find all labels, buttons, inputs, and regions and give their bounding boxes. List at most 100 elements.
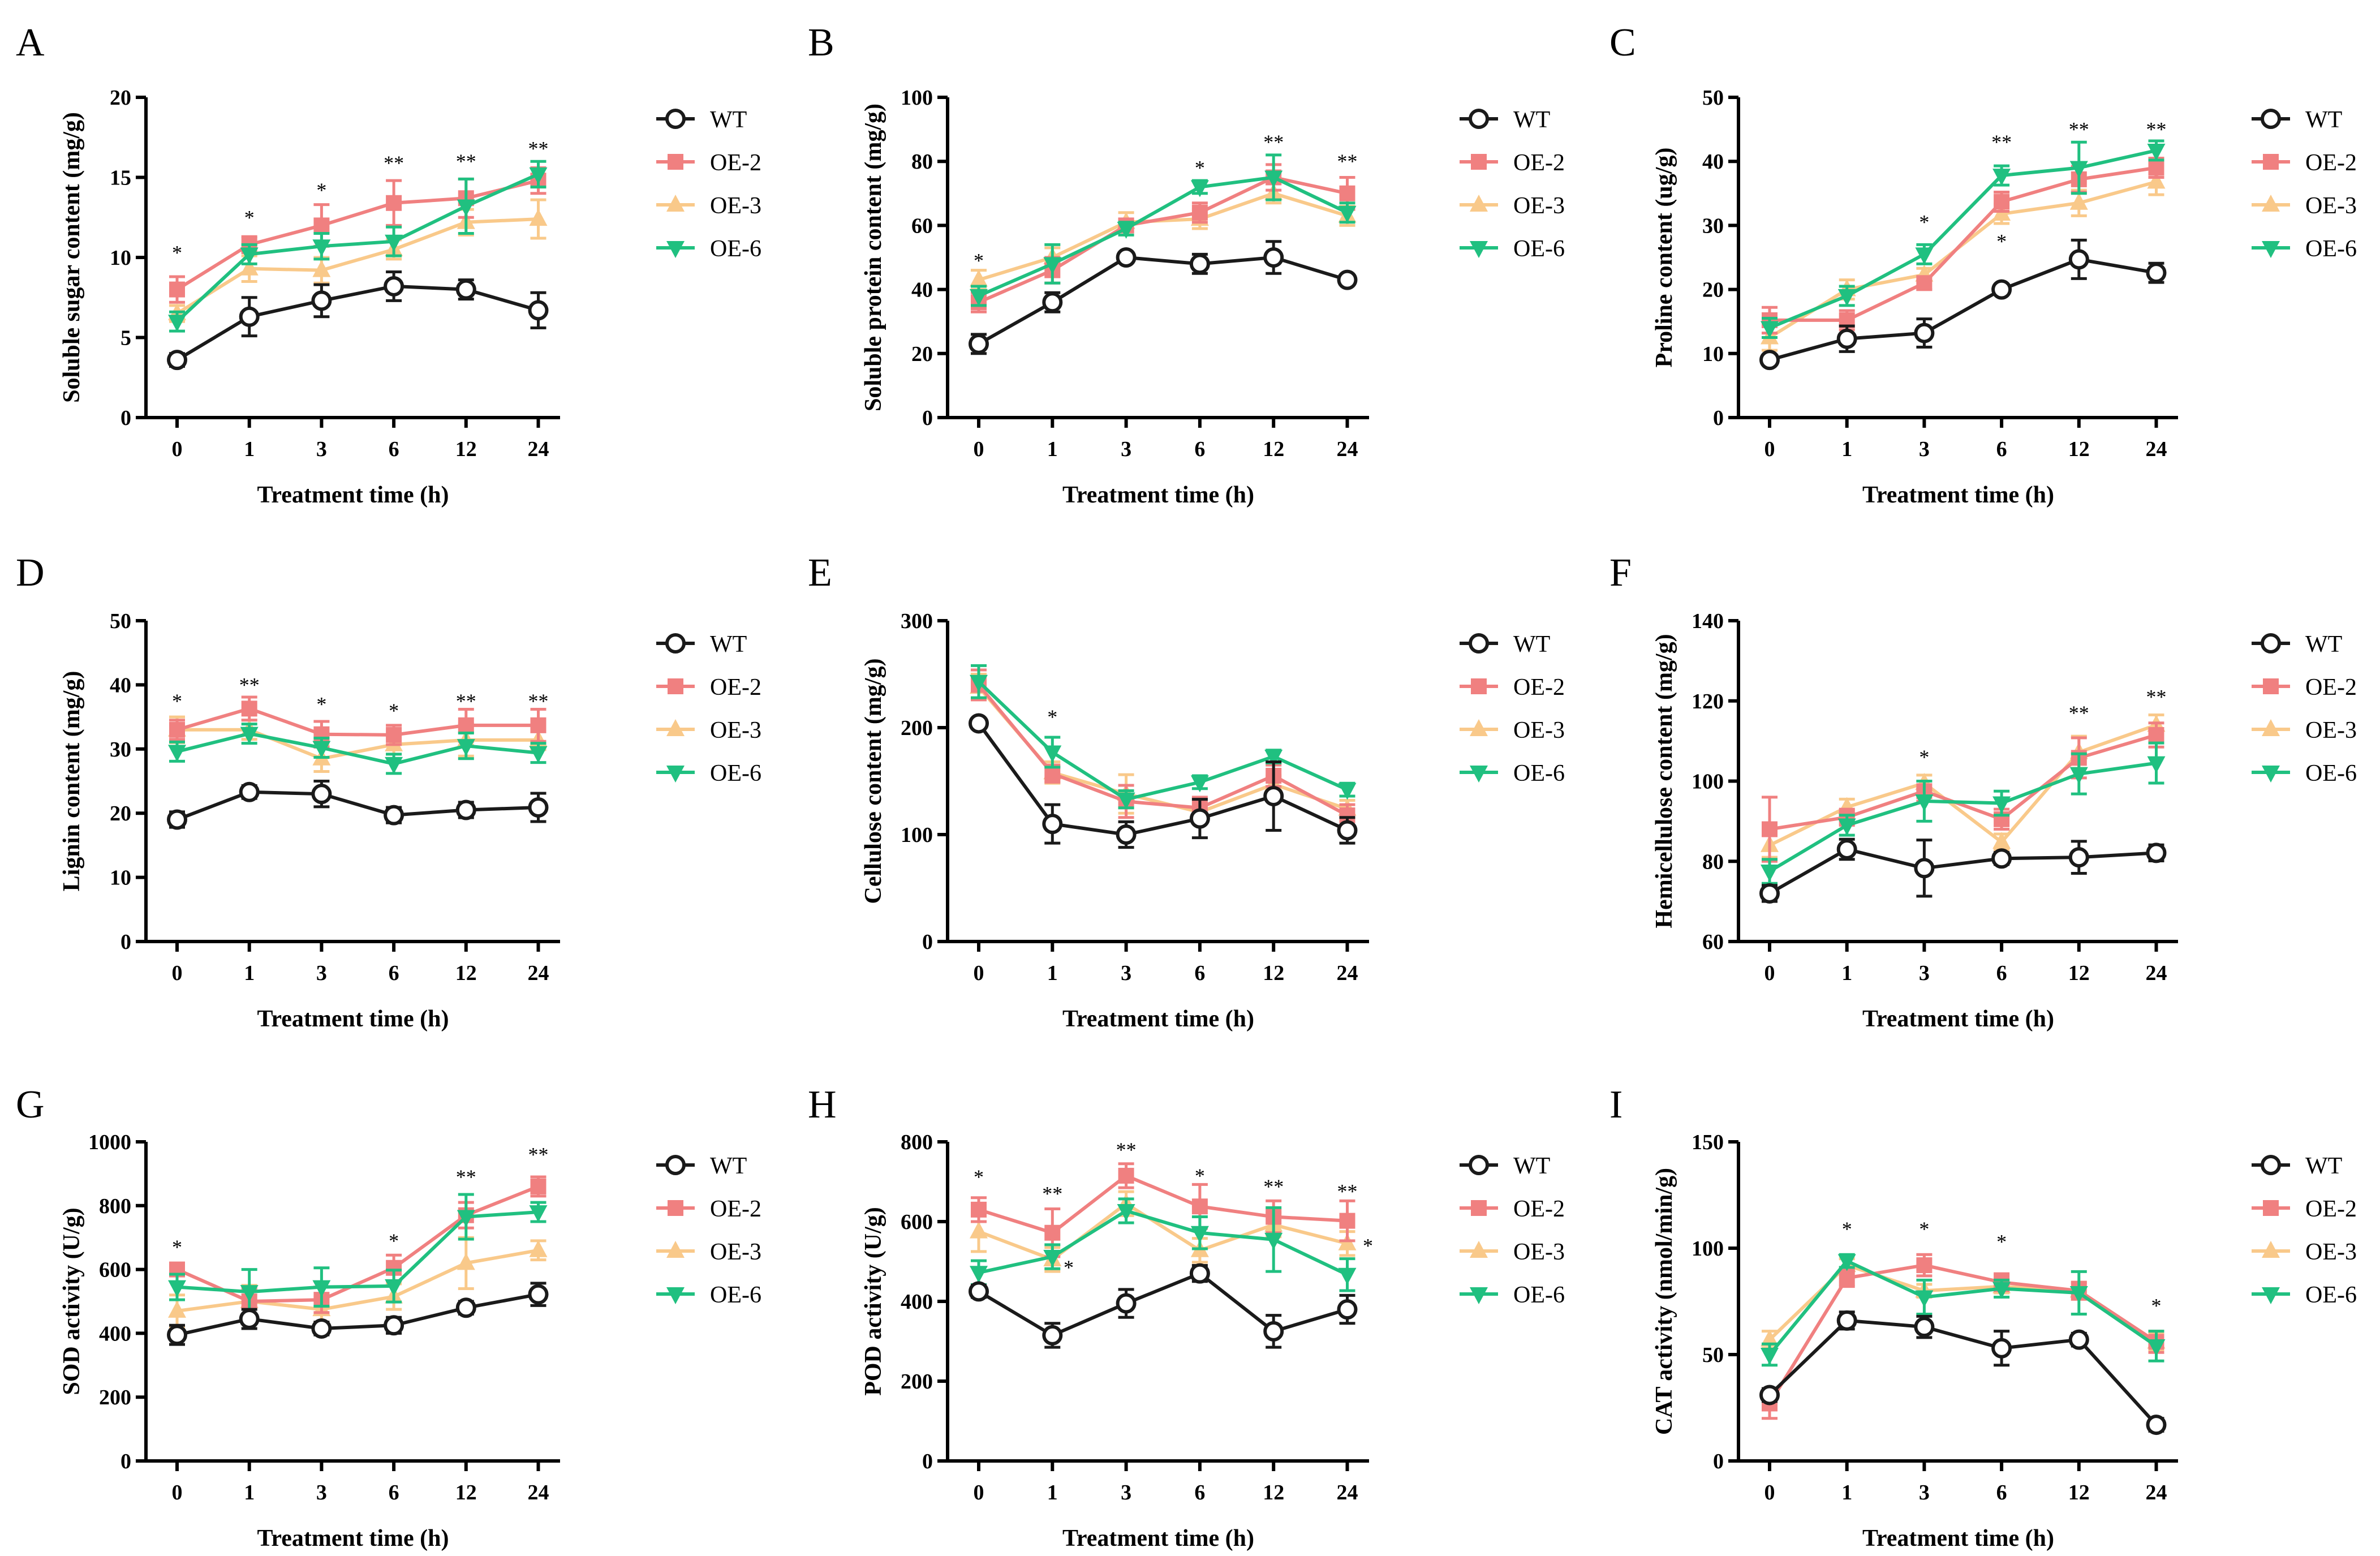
- series-wt: [969, 713, 1358, 849]
- data-point: [1117, 1203, 1135, 1221]
- series-oe-6: [970, 664, 1357, 810]
- x-axis-title: Treatment time (h): [1862, 1006, 2054, 1032]
- significance-mark: **: [528, 137, 549, 160]
- legend-label: OE-3: [2305, 717, 2357, 743]
- significance-mark: **: [384, 152, 404, 174]
- legend-label: OE-6: [710, 236, 761, 262]
- y-tick-label: 15: [110, 166, 131, 190]
- legend-marker: [2261, 1155, 2281, 1175]
- x-tick-label: 0: [1764, 961, 1775, 985]
- legend-marker: [666, 719, 685, 736]
- data-point: [2069, 767, 2088, 784]
- y-tick-label: 20: [110, 802, 131, 826]
- data-point: [311, 1318, 332, 1339]
- data-point: [167, 350, 187, 371]
- significance-mark: *: [1919, 746, 1929, 768]
- series-line: [1769, 257, 2157, 362]
- significance-mark: **: [1263, 1175, 1284, 1198]
- legend-label: WT: [1513, 631, 1550, 657]
- data-point: [2147, 143, 2166, 161]
- significance-mark: *: [316, 693, 326, 715]
- significance-mark: *: [316, 179, 326, 201]
- legend-label: OE-2: [2305, 1196, 2357, 1222]
- data-point: [1339, 185, 1355, 201]
- legend-label: WT: [1513, 107, 1550, 133]
- data-point: [1836, 328, 1857, 349]
- x-axis-title: Treatment time (h): [257, 482, 449, 508]
- legend-label: OE-6: [710, 1282, 761, 1308]
- y-tick-label: 5: [120, 326, 131, 350]
- data-point: [1915, 794, 1934, 811]
- series-line: [1769, 733, 2157, 831]
- data-point: [457, 1210, 475, 1227]
- significance-mark: *: [1047, 706, 1057, 728]
- series-oe-6: [168, 1193, 548, 1316]
- panel-a: A 0 5 10 15 20 0 1 3 6 12 24 Soluble sugar content (…: [16, 21, 761, 508]
- y-tick-label: 200: [99, 1386, 131, 1409]
- x-tick-label: 0: [974, 1481, 984, 1505]
- legend-marker: [2262, 1287, 2280, 1304]
- data-point: [2069, 192, 2088, 210]
- legend-label: OE-3: [2305, 193, 2357, 219]
- legend-label: OE-3: [1513, 193, 1565, 219]
- legend-marker: [1471, 678, 1487, 694]
- series-wt: [167, 1282, 549, 1346]
- series-line: [1768, 723, 2157, 847]
- data-point: [2068, 1329, 2089, 1350]
- data-point: [529, 167, 548, 184]
- data-point: [384, 805, 404, 826]
- data-point: [1759, 1385, 1780, 1405]
- legend: WT OE-2 OE-3 OE-6: [656, 107, 761, 262]
- data-point: [312, 239, 331, 257]
- y-tick-label: 0: [922, 930, 933, 954]
- legend-marker: [1471, 1200, 1487, 1216]
- legend-marker: [666, 195, 685, 212]
- legend-label: OE-3: [710, 193, 761, 219]
- significance-mark: *: [1842, 1218, 1852, 1240]
- legend-marker: [665, 1155, 686, 1175]
- series-wt: [167, 270, 549, 371]
- y-axis-title: Soluble sugar content (mg/g): [59, 112, 85, 403]
- x-tick-label: 12: [2068, 437, 2090, 461]
- data-point: [1759, 350, 1780, 371]
- legend-marker: [2262, 1241, 2280, 1258]
- series-line: [1768, 180, 2157, 339]
- x-tick-label: 6: [389, 1481, 399, 1505]
- x-axis-title: Treatment time (h): [1862, 482, 2054, 508]
- y-tick-label: 30: [1702, 214, 1724, 238]
- data-point: [240, 247, 259, 265]
- data-point: [2069, 1286, 2088, 1303]
- data-point: [2146, 263, 2167, 283]
- data-point: [1263, 247, 1284, 268]
- data-point: [1189, 253, 1210, 274]
- data-point: [241, 700, 257, 717]
- x-tick-label: 1: [1841, 1481, 1852, 1505]
- legend-label: OE-2: [1513, 1196, 1565, 1222]
- legend-marker: [2262, 719, 2280, 736]
- series-oe-6: [168, 160, 548, 333]
- x-tick-label: 1: [1047, 1481, 1058, 1505]
- legend-marker: [1470, 766, 1488, 783]
- x-tick-label: 3: [1121, 1481, 1131, 1505]
- panel-letter: D: [16, 551, 45, 595]
- series-wt: [167, 780, 549, 830]
- data-point: [1338, 205, 1357, 223]
- data-point: [528, 300, 549, 321]
- series-line: [1768, 1318, 2158, 1426]
- data-point: [1761, 864, 1779, 882]
- series-oe-6: [1761, 741, 2166, 885]
- y-tick-label: 10: [1702, 342, 1724, 366]
- data-point: [1761, 1329, 1779, 1347]
- legend-label: OE-2: [2305, 674, 2357, 700]
- significance-mark: *: [1064, 1256, 1074, 1279]
- legend-label: OE-6: [2305, 1282, 2357, 1308]
- series-wt: [969, 1263, 1358, 1349]
- legend-label: OE-2: [1513, 674, 1565, 700]
- y-tick-label: 0: [922, 1450, 933, 1473]
- x-tick-label: 12: [1263, 437, 1284, 461]
- data-point: [1337, 269, 1358, 290]
- data-point: [970, 289, 988, 306]
- panel-letter: I: [1609, 1083, 1622, 1127]
- x-tick-label: 12: [455, 437, 477, 461]
- y-tick-label: 600: [99, 1258, 131, 1282]
